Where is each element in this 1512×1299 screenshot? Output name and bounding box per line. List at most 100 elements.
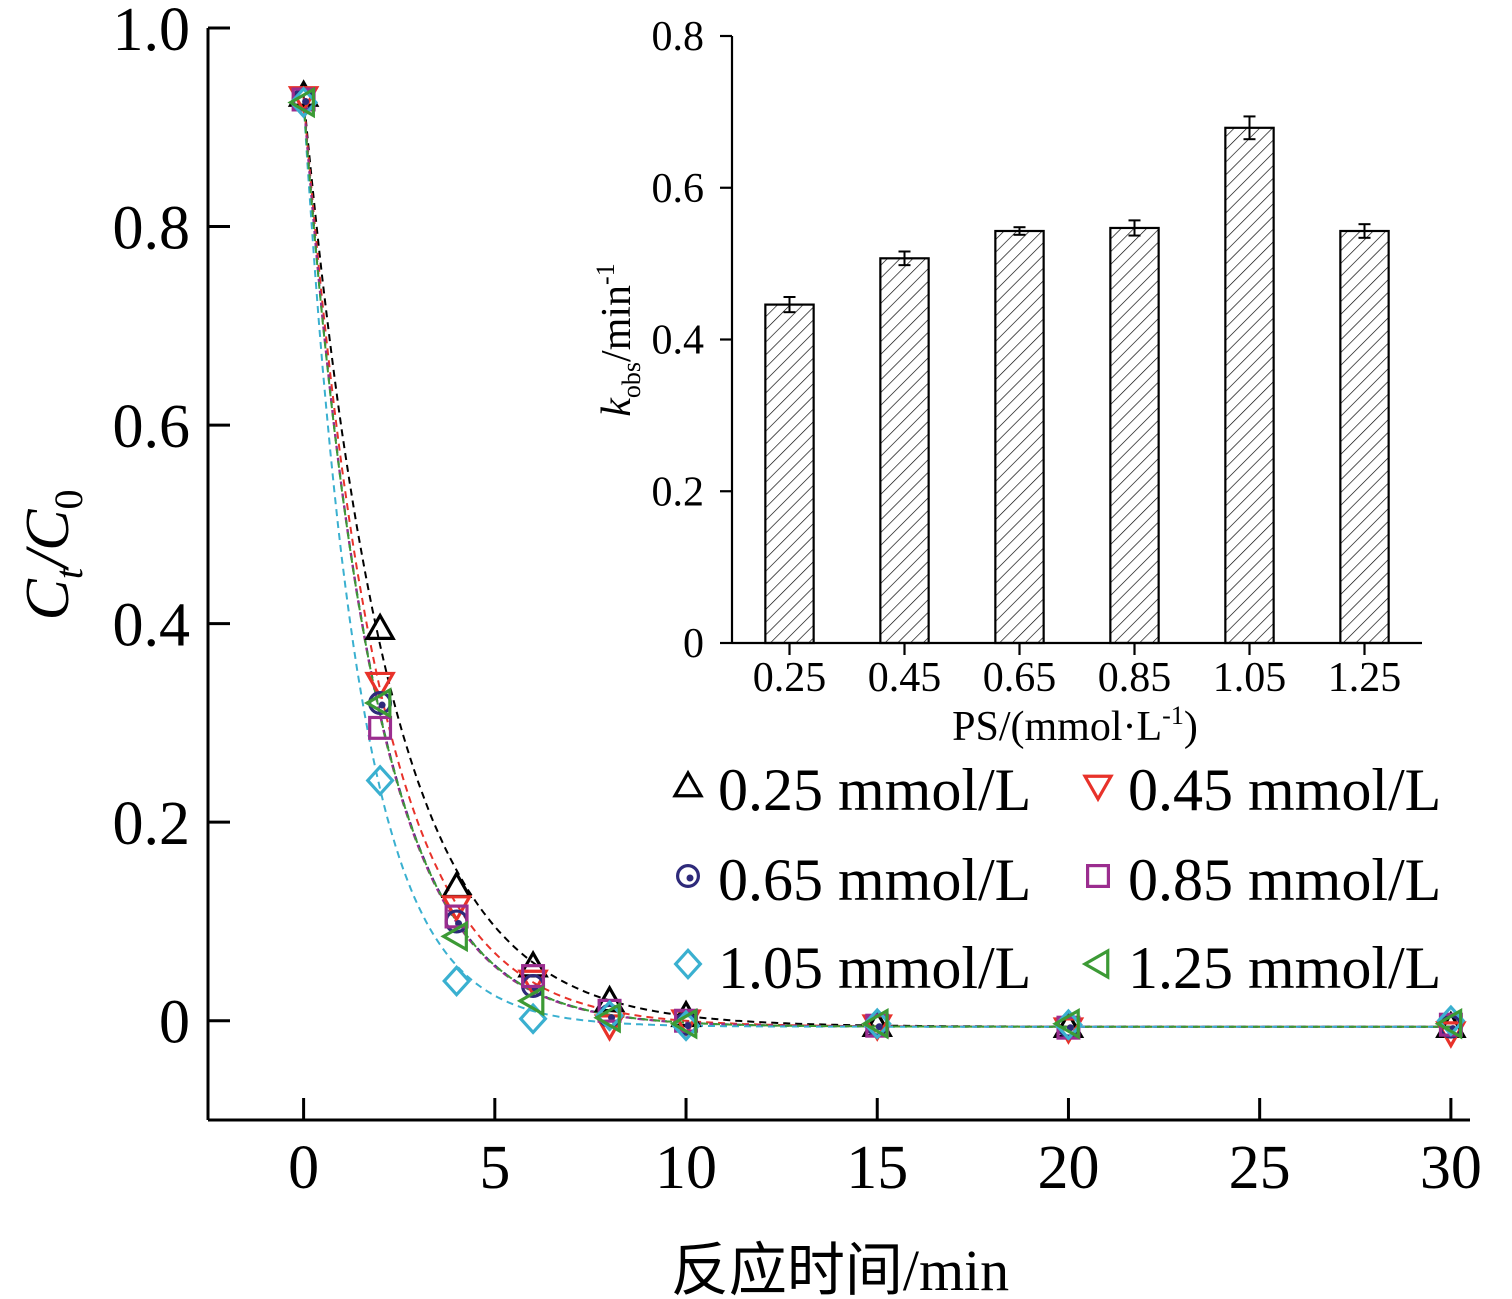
main-axes: 0 0.2 0.4 0.6 0.8 1.0 0 5 10 15 20 25 30 <box>113 0 1482 1202</box>
inset-x-tick-label: 0.65 <box>983 655 1057 701</box>
main-plot: 0 0.2 0.4 0.6 0.8 1.0 0 5 10 15 20 25 30 反应时间/min Ct… <box>14 0 1482 1299</box>
y-label-slash: /C <box>14 509 82 571</box>
data-point-dot <box>378 701 386 709</box>
data-point-shape <box>444 904 469 929</box>
data-point-shape <box>368 715 393 740</box>
data-point <box>365 764 395 797</box>
legend-marker-shape <box>672 769 704 798</box>
data-point <box>593 1001 621 1034</box>
y-label-sub-0: 0 <box>46 489 91 509</box>
inset-axes: 0 0.2 0.4 0.6 0.8 0.25 0.45 0.65 0.85 1.05 1.25 <box>652 14 1422 701</box>
legend-label: 0.85 mmol/L <box>1128 847 1441 913</box>
data-point <box>444 904 469 929</box>
data-point-shape <box>287 86 315 119</box>
x-tick-label: 5 <box>479 1134 510 1202</box>
inset-bar <box>1109 226 1160 645</box>
legend-marker-shape <box>1081 948 1110 980</box>
data-point <box>368 715 393 740</box>
legend: 0.25 mmol/L 0.45 mmol/L 0.65 mmol/L 0.85 mm… <box>672 757 1441 1001</box>
inset-x-label-main: PS/(mmol·L <box>952 704 1162 750</box>
data-point <box>287 86 315 119</box>
inset-x-label-sup: -1 <box>1162 701 1184 730</box>
data-point-shape <box>593 1001 621 1034</box>
inset-x-axis-label: PS/(mmol·L-1) <box>952 701 1198 750</box>
y-label-c: C <box>14 579 82 621</box>
inset-x-tick-label: 1.05 <box>1213 655 1287 701</box>
legend-marker-shape <box>1085 863 1110 888</box>
y-tick-label: 1.0 <box>113 0 191 64</box>
data-points <box>287 79 1467 1049</box>
data-point <box>442 964 472 998</box>
data-point-dot <box>875 1023 883 1031</box>
data-point <box>364 671 396 700</box>
inset-y-label-sup: -1 <box>591 263 620 285</box>
legend-marker <box>675 863 700 888</box>
data-point-shape <box>516 985 545 1017</box>
x-tick-label: 15 <box>846 1134 908 1202</box>
data-point <box>516 985 545 1017</box>
data-point <box>861 1007 889 1040</box>
inset-y-label-sub: obs <box>617 362 646 398</box>
y-tick-label: 0.8 <box>113 195 191 263</box>
inset-bar <box>879 257 930 645</box>
legend-marker <box>1085 863 1110 888</box>
x-tick-label: 0 <box>288 1134 319 1202</box>
data-point-shape <box>364 612 396 640</box>
y-tick-label: 0.4 <box>113 592 191 660</box>
inset-y-label-k: k <box>594 397 640 417</box>
y-tick-label: 0 <box>159 989 190 1057</box>
data-point-shape <box>1052 1007 1080 1040</box>
data-point <box>521 964 546 989</box>
legend-label: 1.25 mmol/L <box>1128 935 1441 1001</box>
legend-marker-shape <box>1082 774 1114 803</box>
inset-y-axis-label: kobs/min-1 <box>591 263 646 416</box>
x-tick-label: 10 <box>655 1134 717 1202</box>
legend-marker <box>672 769 704 798</box>
inset-bar <box>764 303 815 645</box>
y-label-sub-t: t <box>46 567 91 579</box>
x-tick-label: 20 <box>1037 1134 1099 1202</box>
y-axis-label: Ct/C0 <box>14 489 91 620</box>
x-tick-label: 25 <box>1229 1134 1291 1202</box>
inset-y-tick-label: 0.6 <box>652 166 705 212</box>
inset-bar <box>1224 126 1275 645</box>
inset-x-tick-label: 0.25 <box>753 655 827 701</box>
inset-bar <box>994 229 1045 645</box>
inset-y-tick-label: 0.4 <box>652 318 705 364</box>
data-point-shape <box>861 1007 889 1040</box>
data-point <box>440 870 473 899</box>
legend-marker-dot <box>686 874 694 882</box>
legend-label: 0.45 mmol/L <box>1128 757 1441 823</box>
data-point <box>363 687 392 719</box>
data-point-shape <box>440 895 473 923</box>
data-point <box>1434 1007 1463 1040</box>
data-point-shape <box>440 920 468 953</box>
fit-curve <box>302 102 1451 1028</box>
inset-x-tick-label: 1.25 <box>1328 655 1402 701</box>
data-point-shape <box>669 1007 698 1040</box>
inset-x-tick-label: 0.45 <box>868 655 942 701</box>
inset-bar <box>1339 229 1390 645</box>
data-point-shape <box>517 969 549 998</box>
data-point <box>364 612 396 640</box>
legend-label: 0.25 mmol/L <box>718 757 1031 823</box>
data-point-shape <box>1434 1007 1463 1040</box>
legend-marker <box>673 947 703 981</box>
data-point <box>440 895 473 923</box>
inset-y-label-mid: /min <box>594 285 640 362</box>
fit-curve <box>302 99 1451 1028</box>
inset-x-label-tail: ) <box>1184 704 1198 750</box>
legend-marker <box>1082 774 1114 803</box>
legend-marker <box>1081 948 1110 980</box>
legend-label: 1.05 mmol/L <box>718 935 1031 1001</box>
legend-label: 0.65 mmol/L <box>718 847 1031 913</box>
data-point-shape <box>363 687 392 719</box>
inset-y-tick-label: 0.2 <box>652 469 705 515</box>
inset-x-tick-label: 0.85 <box>1098 655 1172 701</box>
data-point-shape <box>442 964 472 998</box>
inset-y-tick-label: 0.8 <box>652 14 705 60</box>
inset-plot: 0 0.2 0.4 0.6 0.8 0.25 0.45 0.65 0.85 1.05 1.25 PS… <box>591 14 1422 750</box>
data-point-shape <box>440 870 473 899</box>
inset-bars <box>764 115 1390 645</box>
data-point-dot <box>608 1014 616 1022</box>
